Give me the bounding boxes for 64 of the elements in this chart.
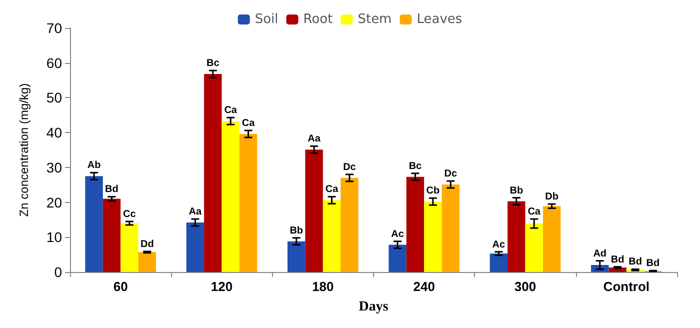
data-label: Ac — [391, 228, 404, 240]
y-tick-label: 50 — [46, 90, 62, 106]
data-label: Dd — [140, 238, 154, 250]
y-tick-label: 10 — [46, 229, 62, 246]
x-axis-title: Days — [358, 300, 389, 314]
x-tick-label: 60 — [113, 279, 128, 294]
data-label: Ca — [528, 206, 541, 218]
legend-label: Stem — [358, 12, 392, 27]
x-tick-label: 240 — [413, 279, 435, 294]
bar — [222, 121, 240, 272]
data-label: Aa — [188, 206, 202, 218]
legend-label: Soil — [254, 12, 278, 27]
data-label: Bd — [646, 258, 660, 270]
bar — [85, 176, 103, 272]
x-tick-label: 180 — [312, 279, 334, 294]
data-label: Db — [545, 192, 558, 203]
data-label: Ca — [325, 184, 339, 196]
bar — [388, 244, 406, 272]
legend-label: Leaves — [416, 12, 462, 27]
y-tick-label: 40 — [46, 124, 62, 141]
data-label: Aa — [308, 134, 321, 145]
bar — [525, 224, 543, 272]
bar — [442, 184, 460, 272]
x-tick-label: 300 — [514, 279, 536, 294]
bar — [239, 134, 258, 272]
data-label: Bb — [510, 185, 524, 196]
y-axis-title: Zn concentration (mg/kg) — [17, 83, 31, 217]
data-label: Bb — [290, 225, 304, 236]
y-tick-label: 0 — [54, 264, 62, 280]
data-label: Dc — [444, 168, 458, 180]
data-label: Bc — [206, 58, 220, 70]
data-label: Dc — [343, 162, 356, 173]
bar — [138, 252, 156, 272]
bar — [102, 198, 121, 272]
bar — [406, 176, 424, 272]
legend-label: Root — [303, 12, 333, 27]
data-label: Cc — [123, 208, 136, 220]
x-tick-label: Control — [603, 279, 650, 294]
bar — [186, 222, 204, 272]
bar — [204, 74, 222, 272]
y-tick-label: 60 — [46, 54, 62, 71]
y-tick-label: 20 — [46, 194, 62, 210]
bar — [288, 241, 306, 272]
data-label: Bd — [105, 184, 118, 196]
bar — [120, 223, 138, 272]
x-tick-label: 120 — [210, 279, 233, 294]
bar — [508, 201, 526, 272]
data-label: Ab — [87, 160, 101, 172]
data-label: Ac — [492, 239, 506, 250]
data-label: Ad — [593, 248, 607, 260]
data-label: Ca — [224, 105, 238, 116]
bar — [305, 150, 323, 272]
bar — [424, 202, 442, 272]
data-label: Bd — [628, 256, 642, 268]
y-tick-label: 70 — [46, 20, 62, 36]
data-label: Ca — [242, 118, 256, 129]
bar — [340, 178, 358, 272]
bar — [322, 200, 341, 272]
bar — [490, 254, 508, 272]
bar — [542, 206, 561, 272]
y-tick-label: 30 — [46, 159, 62, 176]
data-label: Bc — [408, 160, 422, 172]
data-label: Cb — [426, 186, 440, 197]
data-label: Bd — [610, 254, 624, 266]
